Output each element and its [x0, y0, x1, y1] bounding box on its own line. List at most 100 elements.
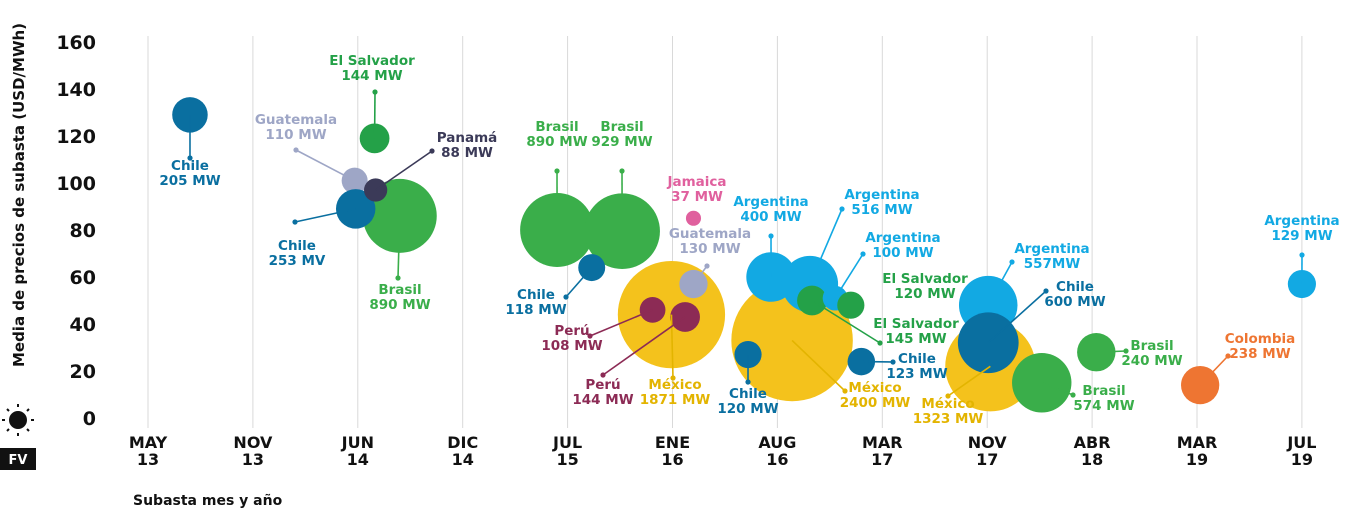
x-tick-label: ENE 16	[655, 433, 690, 469]
leader-dot	[619, 168, 625, 174]
point-name: Argentina	[733, 194, 808, 210]
point-size-label: 129 MW	[1271, 228, 1332, 244]
point-size-label: 238 MW	[1229, 346, 1290, 362]
leader-line	[809, 208, 843, 285]
leader-dot	[372, 89, 378, 95]
leader-line	[294, 208, 356, 223]
leader-dot	[670, 375, 676, 381]
point-size-label: 2400 MW	[840, 395, 911, 411]
leader-dot	[890, 359, 896, 365]
leader-dot	[877, 340, 883, 346]
point-size-label: 574 MW	[1073, 398, 1134, 414]
leader-dot	[1070, 392, 1076, 398]
x-tick-label: ABR 18	[1074, 433, 1111, 469]
y-tick-label: 80	[70, 220, 96, 242]
point-name: Brasil	[378, 282, 421, 298]
point-name: Colombia	[1225, 331, 1296, 347]
x-tick-label: DIC 14	[447, 433, 478, 469]
leader-dot	[842, 388, 848, 394]
leader-dot	[187, 155, 193, 161]
leader-line	[947, 365, 991, 397]
leader-dot	[600, 372, 606, 378]
sun-icon	[2, 404, 34, 436]
y-tick-label: 0	[83, 408, 96, 430]
x-tick-label: JUL 15	[552, 433, 582, 469]
point-size-label: 120 MW	[894, 286, 955, 302]
x-axis-title: Subasta mes y año	[133, 493, 283, 509]
point-size-label: 123 MW	[886, 366, 947, 382]
y-tick-label: 100	[56, 173, 96, 195]
point-name: Chile	[278, 238, 316, 254]
point-name: Chile	[517, 287, 555, 303]
point-name: México	[648, 377, 701, 393]
point-name: Chile	[729, 386, 767, 402]
x-tick-label: JUL 19	[1286, 433, 1316, 469]
leader-line	[987, 290, 1047, 344]
y-tick-label: 120	[56, 126, 96, 148]
x-tick-label: NOV 17	[968, 433, 1008, 469]
point-name: Argentina	[1264, 213, 1339, 229]
leader-dot	[704, 263, 710, 269]
leader-dot	[1123, 348, 1129, 354]
point-size-label: 929 MW	[591, 134, 652, 150]
point-size-label: 145 MW	[885, 331, 946, 347]
x-tick-label: JUN 14	[341, 433, 374, 469]
y-tick-label: 140	[56, 79, 96, 101]
point-size-label: 890 MW	[369, 297, 430, 313]
point-name: Perú	[554, 323, 589, 339]
point-name: Brasil	[1082, 383, 1125, 399]
leader-dot	[554, 168, 560, 174]
point-size-label: 88 MW	[441, 145, 493, 161]
point-size-label: 144 MW	[341, 68, 402, 84]
y-tick-label: 160	[56, 32, 96, 54]
x-tick-label: NOV 13	[233, 433, 273, 469]
leader-line	[987, 261, 1013, 306]
leader-dot	[1009, 259, 1015, 265]
point-size-label: 1323 MW	[913, 411, 984, 427]
leader-dot	[745, 379, 751, 385]
leader-line	[1041, 382, 1074, 396]
point-size-label: 118 MW	[505, 302, 566, 318]
point-name: México	[921, 396, 974, 412]
point-name: Chile	[1056, 279, 1094, 295]
leader-line	[589, 309, 653, 337]
point-name: Guatemala	[255, 112, 337, 128]
leader-dot	[395, 275, 401, 281]
point-size-label: 110 MW	[265, 127, 326, 143]
point-name: Perú	[585, 377, 620, 393]
leader-dot	[768, 233, 774, 239]
leader-line	[1199, 355, 1229, 386]
point-size-label: 516 MW	[851, 202, 912, 218]
point-name: El Salvador	[329, 53, 415, 69]
badge-box	[0, 448, 36, 470]
bubble	[734, 340, 762, 369]
leader-line	[811, 299, 881, 344]
point-name: Chile	[898, 351, 936, 367]
leader-line	[295, 149, 356, 182]
leader-dot	[1225, 353, 1231, 359]
bubble	[172, 97, 208, 133]
point-size-label: 120 MW	[717, 401, 778, 417]
leader-line	[791, 339, 846, 392]
leader-dot	[563, 294, 569, 300]
point-name: Guatemala	[669, 226, 751, 242]
point-size-label: 144 MW	[572, 392, 633, 408]
point-size-label: 253 MV	[269, 253, 326, 269]
point-size-label: 100 MW	[872, 245, 933, 261]
leader-dot	[587, 333, 593, 339]
point-size-label: 205 MW	[159, 173, 220, 189]
leader-dot	[945, 393, 951, 399]
leader-dot	[1043, 288, 1049, 294]
leader-line	[1096, 350, 1127, 353]
x-tick-label: AUG 16	[758, 433, 796, 469]
point-name: Brasil	[1130, 338, 1173, 354]
leader-dot	[1299, 252, 1305, 258]
leaders	[187, 89, 1305, 399]
point-size-label: 37 MW	[671, 189, 723, 205]
point-name: Argentina	[1014, 241, 1089, 257]
point-size-label: 600 MW	[1044, 294, 1105, 310]
point-name: Panamá	[437, 130, 498, 146]
leader-line	[375, 150, 433, 191]
